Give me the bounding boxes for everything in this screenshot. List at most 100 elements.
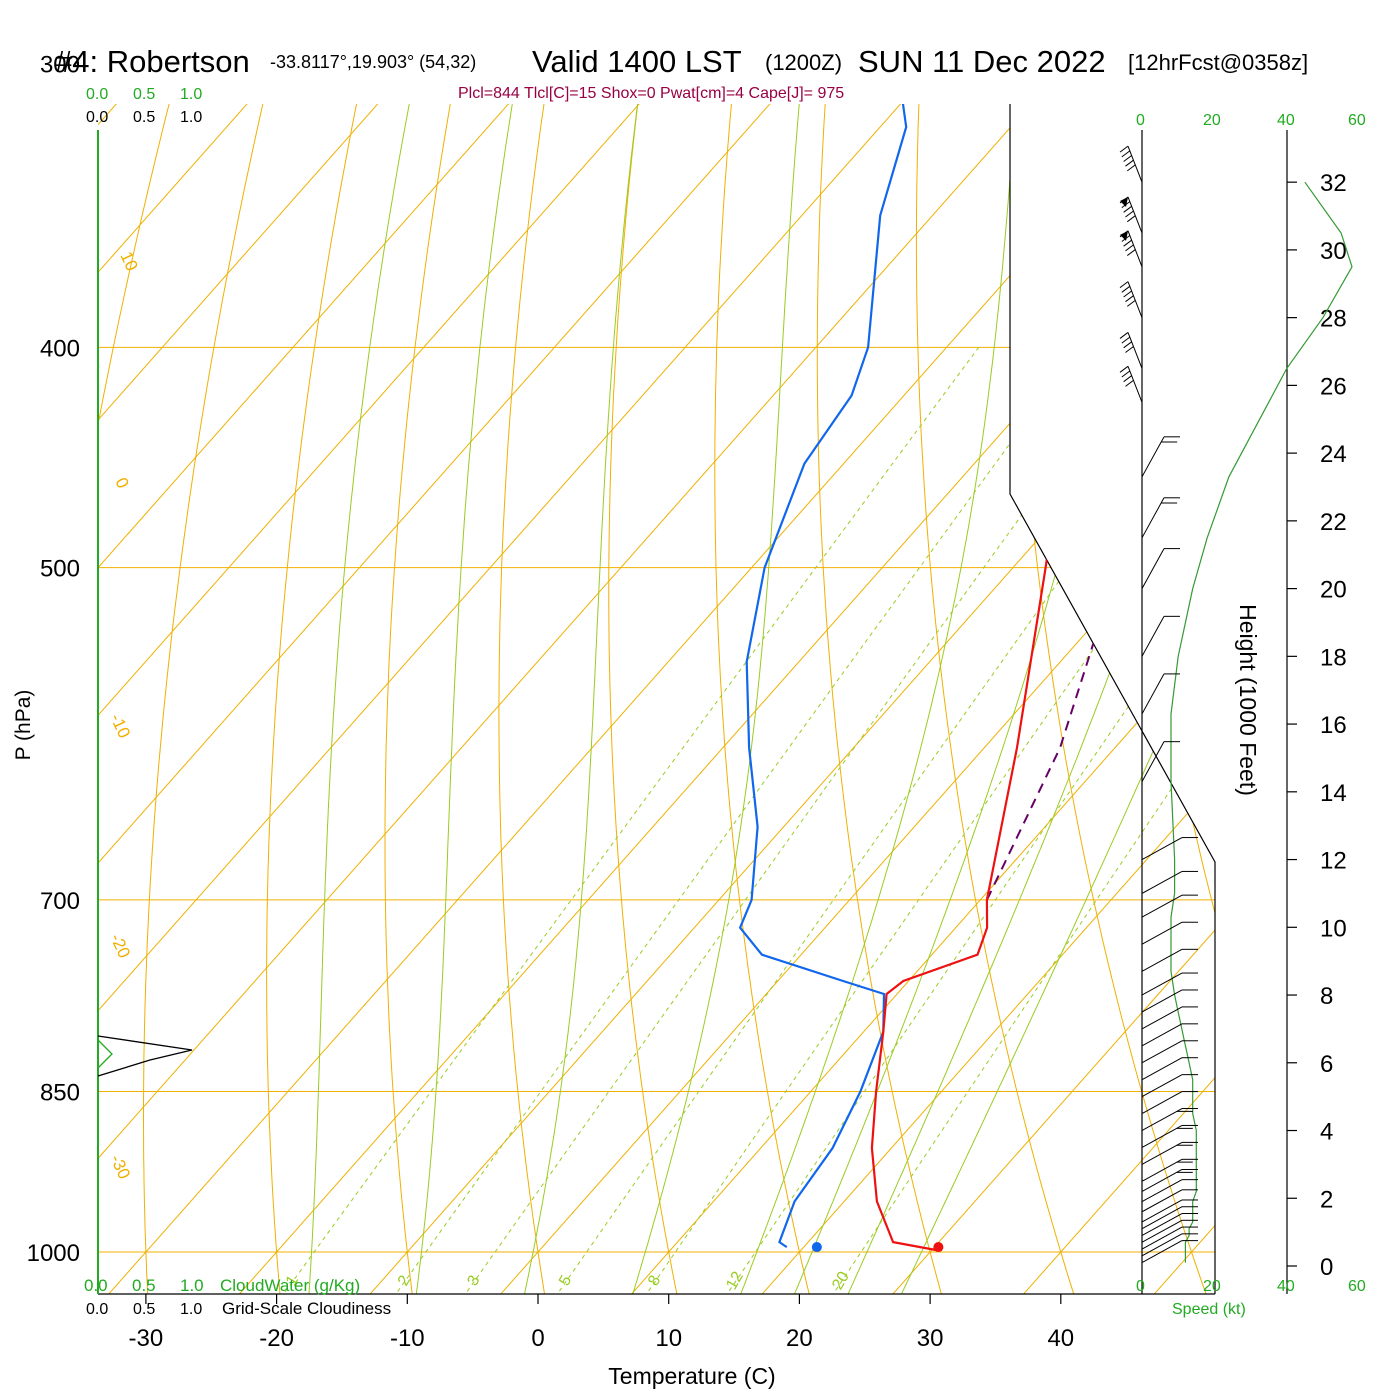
wind-barb-shaft — [1141, 1240, 1183, 1264]
plot-frame — [97, 104, 1216, 1295]
wind-barb-shaft — [1141, 1179, 1183, 1203]
wind-barb — [1141, 1199, 1198, 1223]
height-tick-label: 22 — [1320, 509, 1347, 536]
wind-barb — [1119, 365, 1143, 403]
x-tick-label: -30 — [129, 1325, 164, 1352]
wind-barb-pennant — [1120, 196, 1128, 207]
dry-adiabat — [384, 104, 503, 1294]
wind-barb-shaft — [1141, 921, 1183, 945]
dry-adiabat — [143, 104, 329, 1294]
wind-barb-flag — [1125, 210, 1134, 218]
wind-barb — [1141, 741, 1180, 782]
cloud-bottom-black-2: 1.0 — [180, 1301, 202, 1318]
wind-barb — [1141, 1006, 1198, 1030]
mixing-ratio-line — [697, 347, 1215, 1294]
height-tick-label: 4 — [1320, 1119, 1333, 1146]
wind-barb-flag — [1125, 244, 1134, 252]
x-tick-label: 20 — [786, 1325, 813, 1352]
wind-barb-flag — [1123, 155, 1132, 162]
valid-date: SUN 11 Dec 2022 — [858, 44, 1106, 79]
isotherm — [200, 104, 1215, 1294]
wind-barb-shaft — [1141, 1158, 1183, 1182]
wind-barb-shaft — [1141, 1206, 1183, 1230]
wind-barb-shaft — [1141, 1189, 1183, 1213]
pressure-label: 300 — [40, 51, 80, 78]
wind-barb-shaft — [1141, 1023, 1183, 1047]
wind-barb-shaft — [1141, 1141, 1183, 1165]
dry-adiabat — [915, 104, 1089, 1294]
wind-barb-flag — [1125, 346, 1134, 353]
wind-barb-shaft — [1141, 1233, 1183, 1257]
sounding-indices: Plcl=844 Tlcl[C]=15 Shox=0 Pwat[cm]=4 Ca… — [458, 85, 844, 102]
moist-adiabat — [514, 104, 678, 1294]
speed-bottom-40: 40 — [1277, 1278, 1295, 1295]
wind-barb-shaft — [1141, 1125, 1183, 1148]
wind-barb-flag — [1125, 159, 1134, 167]
cloud-top-green-1: 0.5 — [133, 86, 155, 103]
moist-adiabat-label: 30 — [1174, 765, 1208, 800]
wind-barb-shaft — [1141, 1213, 1183, 1236]
wind-barb-flag — [1123, 239, 1132, 247]
wind-barb-shaft — [1141, 741, 1165, 782]
wind-barb — [1141, 1091, 1198, 1115]
wind-barb-shaft — [1127, 196, 1143, 234]
wind-barb-shaft — [1141, 673, 1165, 715]
wind-speed-line — [1170, 181, 1353, 1263]
dry-adiabat-label: -20 — [106, 931, 134, 961]
isotherm — [723, 104, 1215, 1294]
x-tick-label: 10 — [655, 1325, 682, 1352]
cloud-indicator — [97, 1035, 193, 1077]
pressure-label: 1000 — [27, 1240, 80, 1267]
dewpoint-profile — [738, 104, 908, 1249]
wind-barb-flag — [1123, 375, 1132, 383]
cloud-bottom-black-0: 0.0 — [86, 1301, 108, 1318]
wind-barb — [1141, 673, 1180, 715]
wind-barb-flag — [1119, 145, 1129, 153]
height-tick-label: 6 — [1320, 1051, 1333, 1078]
station-coords: -33.8117°,19.903° (54,32) — [270, 52, 476, 72]
wind-barb-shaft — [1141, 1108, 1183, 1131]
wind-barb-flag — [1125, 379, 1134, 387]
height-tick-label: 2 — [1320, 1186, 1333, 1213]
wind-barb-flag — [1121, 285, 1131, 293]
height-tick-label: 8 — [1320, 983, 1333, 1010]
wind-barb — [1141, 989, 1198, 1013]
wind-barb — [1141, 1040, 1198, 1064]
wind-barb-shaft — [1141, 548, 1165, 589]
wind-barb — [1141, 837, 1198, 860]
wind-barb-shaft — [1141, 616, 1165, 657]
wind-barb-shaft — [1141, 1040, 1183, 1064]
cloud-bottom-green-2: 1.0 — [180, 1276, 204, 1295]
x-tick-label: 30 — [917, 1325, 944, 1352]
wind-barb-shaft — [1141, 989, 1183, 1013]
isotherm — [98, 104, 479, 1294]
isotherm — [98, 104, 871, 1294]
wind-barb-shaft — [1141, 1199, 1183, 1223]
cloud-top-black-1: 0.5 — [133, 109, 155, 126]
wind-barb-shaft — [1141, 1219, 1183, 1243]
moist-adiabat — [828, 104, 1215, 1294]
wind-barb-shaft — [1127, 145, 1143, 183]
height-tick-label: 28 — [1320, 306, 1347, 333]
speed-top-20: 20 — [1203, 112, 1221, 129]
surface-dewpoint-dot — [811, 1242, 822, 1253]
wind-barb-shaft — [1141, 870, 1183, 894]
wind-barb-shaft — [1141, 436, 1165, 478]
speed-label: Speed (kt) — [1172, 1301, 1246, 1318]
wind-barb — [1141, 1074, 1198, 1098]
wind-barb-flag — [1119, 281, 1129, 289]
wind-barb-shaft — [1127, 281, 1143, 318]
wind-barb — [1141, 1108, 1198, 1131]
cloud-top-green-0: 0.0 — [86, 86, 108, 103]
moist-adiabat — [880, 104, 1215, 1294]
moist-adiabat-label: 10 — [1039, 515, 1073, 550]
dry-adiabat-label: -30 — [106, 1152, 134, 1182]
height-tick-label: 26 — [1320, 373, 1347, 400]
pressure-label: 700 — [40, 888, 80, 915]
isotherm — [98, 104, 1215, 1294]
mixing-ratio-line — [526, 347, 1215, 1294]
speed-bottom-0: 0 — [1136, 1278, 1145, 1295]
speed-top-60: 60 — [1348, 112, 1366, 129]
isotherm — [593, 104, 1215, 1294]
